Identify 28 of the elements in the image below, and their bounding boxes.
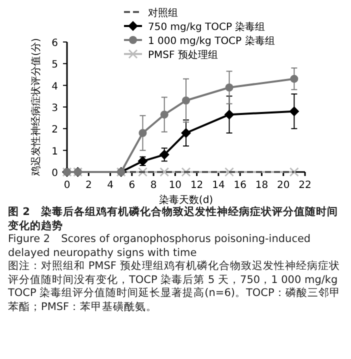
x-tick-label: 4 — [107, 180, 114, 191]
y-tick-label: 4 — [52, 81, 58, 92]
legend-label: 1 000 mg/kg TOCP 染毒组 — [148, 35, 275, 47]
x-tick-label: 2 — [85, 180, 92, 191]
x-tick-label: 0 — [64, 180, 70, 191]
y-tick-label: 3 — [52, 103, 58, 114]
x-tick-label: 8 — [150, 180, 157, 191]
y-tick-label: 0 — [52, 168, 58, 179]
x-tick-label: 10 — [168, 180, 182, 191]
x-tick-label: 6 — [128, 180, 136, 191]
x-tick-label: 18 — [255, 180, 268, 191]
y-axis-title: 鸡迟发性神经病症状评分值(分) — [30, 38, 42, 177]
x-tick-label: 16 — [234, 180, 246, 191]
text: 图注：对照组和 PMSF 预处理组鸡有机磷化合物致迟发性神经病症状评分值随时间没有变化，TOCP 染毒后第 5 天，750，1 000 mg/kg TOCP 染毒组评分值随时间延长显著提高(n=6)。TOCP：磷酸三邻甲苯酯；PMSF：苯甲基磺酰氨。 — [8, 260, 342, 314]
x-tick-label: 12 — [190, 180, 204, 191]
y-tick-label: 1 — [52, 146, 58, 158]
legend-label: PMSF 预处理组 — [148, 49, 218, 61]
y-tick-label: 6 — [52, 38, 58, 49]
x-tick-label: 20 — [276, 180, 290, 191]
y-tick-label: 2 — [52, 124, 58, 136]
x-tick-label: 22 — [298, 180, 312, 191]
text: 图 2 染毒后各组鸡有机磷化合物致迟发性神经病症状评分值随时间变化的趋势 — [8, 206, 339, 233]
legend-label: 对照组 — [148, 7, 178, 19]
x-tick-label: 14 — [212, 180, 225, 191]
legend-label: 750 mg/kg TOCP 染毒组 — [148, 21, 266, 33]
x-axis-title: 染毒天数(d) — [158, 194, 214, 206]
text: Figure 2 Scores of organophosphorus poisoning-induced delayed neuropathy signs with time — [8, 233, 312, 260]
y-tick-label: 5 — [52, 60, 58, 71]
